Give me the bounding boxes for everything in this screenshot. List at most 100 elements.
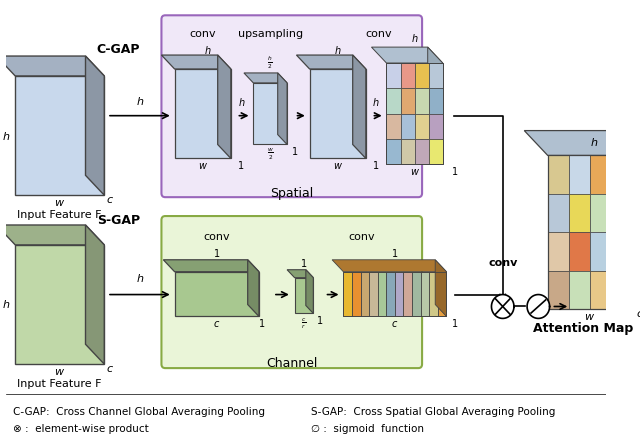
Text: C-GAP: C-GAP <box>97 43 140 56</box>
Polygon shape <box>371 47 443 63</box>
Polygon shape <box>218 55 231 159</box>
Text: $c$: $c$ <box>391 319 399 329</box>
Text: $h$: $h$ <box>204 44 211 56</box>
Polygon shape <box>548 271 569 310</box>
Text: 1: 1 <box>392 249 398 259</box>
Text: Input Feature F: Input Feature F <box>17 379 102 389</box>
Polygon shape <box>590 194 611 233</box>
Text: conv: conv <box>189 29 216 39</box>
Text: $h$: $h$ <box>136 271 144 284</box>
Polygon shape <box>420 271 429 316</box>
Polygon shape <box>294 278 314 314</box>
Polygon shape <box>253 83 287 145</box>
Polygon shape <box>401 139 415 164</box>
Text: upsampling: upsampling <box>237 29 303 39</box>
Text: $h$: $h$ <box>411 32 419 44</box>
Polygon shape <box>415 139 429 164</box>
Text: 1: 1 <box>373 161 380 172</box>
Text: conv: conv <box>349 232 376 242</box>
Polygon shape <box>15 76 104 195</box>
Text: $w$: $w$ <box>333 161 342 172</box>
Polygon shape <box>161 55 231 69</box>
FancyBboxPatch shape <box>161 15 422 197</box>
Polygon shape <box>429 271 438 316</box>
Polygon shape <box>401 88 415 114</box>
Text: 1: 1 <box>214 249 220 259</box>
Text: $w$: $w$ <box>54 198 65 208</box>
Polygon shape <box>403 271 412 316</box>
Polygon shape <box>387 271 395 316</box>
Text: $\frac{w}{2}$: $\frac{w}{2}$ <box>267 147 274 163</box>
Text: 1: 1 <box>259 319 265 329</box>
Polygon shape <box>611 271 632 310</box>
Polygon shape <box>438 271 447 316</box>
Polygon shape <box>310 69 366 159</box>
Text: $\frac{h}{2}$: $\frac{h}{2}$ <box>268 55 273 71</box>
Text: 1: 1 <box>452 319 458 329</box>
Text: $w$: $w$ <box>54 367 65 377</box>
Polygon shape <box>343 271 352 316</box>
Polygon shape <box>296 55 366 69</box>
Polygon shape <box>387 63 401 88</box>
Polygon shape <box>569 271 590 310</box>
Polygon shape <box>387 139 401 164</box>
Polygon shape <box>548 233 569 271</box>
Text: S-GAP:  Cross Spatial Global Averaging Pooling: S-GAP: Cross Spatial Global Averaging Po… <box>310 407 555 417</box>
Text: conv: conv <box>204 232 230 242</box>
Polygon shape <box>175 271 259 316</box>
Polygon shape <box>429 63 443 88</box>
Polygon shape <box>86 56 104 195</box>
Text: 1: 1 <box>452 168 458 177</box>
Text: $\frac{c}{r}$: $\frac{c}{r}$ <box>301 316 307 331</box>
Polygon shape <box>569 233 590 271</box>
Polygon shape <box>378 271 387 316</box>
Text: 1: 1 <box>317 316 323 327</box>
Polygon shape <box>163 260 259 271</box>
Polygon shape <box>611 155 632 194</box>
Polygon shape <box>590 233 611 271</box>
Polygon shape <box>590 271 611 310</box>
Polygon shape <box>0 225 104 245</box>
Polygon shape <box>15 245 104 364</box>
Polygon shape <box>429 88 443 114</box>
Polygon shape <box>524 130 632 155</box>
Text: Attention Map: Attention Map <box>533 323 634 336</box>
Text: $h$: $h$ <box>2 129 10 142</box>
Polygon shape <box>611 233 632 271</box>
Polygon shape <box>395 271 403 316</box>
Text: $c$: $c$ <box>636 310 640 319</box>
Polygon shape <box>401 114 415 139</box>
Polygon shape <box>278 73 287 145</box>
FancyBboxPatch shape <box>161 216 422 368</box>
Polygon shape <box>352 271 360 316</box>
Polygon shape <box>0 56 104 76</box>
Text: $h$: $h$ <box>334 44 342 56</box>
Polygon shape <box>415 88 429 114</box>
Text: $h$: $h$ <box>2 298 10 310</box>
Polygon shape <box>527 295 550 319</box>
Polygon shape <box>590 155 611 194</box>
Text: ∅ :  sigmoid  function: ∅ : sigmoid function <box>310 424 424 434</box>
Polygon shape <box>548 194 569 233</box>
Polygon shape <box>401 63 415 88</box>
Text: C-GAP:  Cross Channel Global Averaging Pooling: C-GAP: Cross Channel Global Averaging Po… <box>13 407 266 417</box>
Text: conv: conv <box>365 29 392 39</box>
Text: ⊗ :  element-wise product: ⊗ : element-wise product <box>13 424 149 434</box>
Text: $w$: $w$ <box>410 168 420 177</box>
Text: 1: 1 <box>301 259 307 269</box>
Polygon shape <box>569 194 590 233</box>
Polygon shape <box>244 73 287 83</box>
Polygon shape <box>548 155 569 194</box>
Polygon shape <box>387 114 401 139</box>
Polygon shape <box>369 271 378 316</box>
Polygon shape <box>609 130 632 310</box>
Polygon shape <box>248 260 259 316</box>
Text: Channel: Channel <box>266 357 317 370</box>
Polygon shape <box>387 88 401 114</box>
Polygon shape <box>569 155 590 194</box>
Polygon shape <box>86 225 104 364</box>
Text: S-GAP: S-GAP <box>97 214 140 227</box>
Polygon shape <box>415 63 429 88</box>
Text: $h$: $h$ <box>238 96 246 108</box>
Polygon shape <box>306 270 314 314</box>
